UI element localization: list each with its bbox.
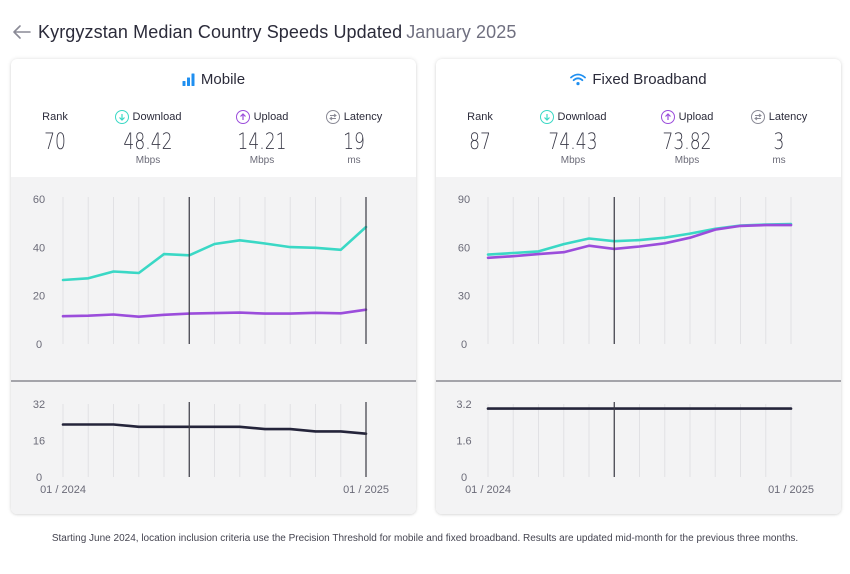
download-label: Download	[557, 111, 607, 123]
speed-y-tick-label: 90	[458, 194, 470, 206]
latency-arrows-icon	[325, 110, 340, 124]
speed-y-tick-label: 30	[458, 291, 470, 303]
mobile-card: Mobile Rank 70 Download 48.42 Mbps Uploa…	[11, 59, 416, 514]
latency-y-tick-label: 32	[33, 399, 45, 411]
latency-label: Latency	[768, 111, 808, 123]
fixed-rank: Rank 87	[458, 109, 502, 155]
rank-value: 87	[469, 130, 491, 155]
speed-y-tick-label: 40	[33, 242, 45, 254]
upload-series-line[interactable]	[61, 308, 368, 318]
arrow-up-circle-icon	[235, 110, 250, 124]
arrow-up-circle-icon	[660, 110, 675, 124]
download-value: 74.43	[548, 130, 598, 155]
fixed-card-title: Fixed Broadband	[436, 71, 841, 88]
latency-y-tick-label: 1.6	[456, 436, 471, 448]
rank-label: Rank	[467, 111, 493, 123]
upload-unit: Mbps	[674, 155, 700, 166]
latency-y-tick-label: 16	[33, 436, 45, 448]
download-value: 48.42	[123, 130, 173, 155]
fixed-download: Download 74.43 Mbps	[528, 109, 618, 166]
upload-label: Upload	[678, 111, 714, 123]
wifi-icon	[570, 73, 587, 86]
mobile-card-title-text: Mobile	[200, 71, 246, 88]
page-title: Kyrgyzstan Median Country Speeds Updated…	[38, 22, 516, 43]
upload-label: Upload	[253, 111, 289, 123]
upload-series-line[interactable]	[486, 223, 793, 260]
mobile-latency: Latency 19 ms	[315, 109, 393, 166]
arrow-left-icon	[13, 25, 31, 39]
x-tick-label: 01 / 2025	[768, 484, 814, 496]
fixed-upload: Upload 73.82 Mbps	[642, 109, 732, 166]
fixed-broadband-card: Fixed Broadband Rank 87 Download 74.43 M…	[436, 59, 841, 514]
latency-unit: ms	[772, 155, 786, 166]
mobile-download: Download 48.42 Mbps	[103, 109, 193, 166]
download-label: Download	[132, 111, 182, 123]
download-unit: Mbps	[135, 155, 161, 166]
fixed-chart-area: 0 30 60 90 0 1.6 3.2 01 / 2024 01 / 2025	[436, 177, 841, 514]
x-tick-label: 01 / 2025	[343, 484, 389, 496]
speed-y-tick-label: 60	[33, 194, 45, 206]
latency-y-tick-label: 0	[461, 472, 467, 484]
x-tick-label: 01 / 2024	[465, 484, 511, 496]
fixed-broadband-chart[interactable]: 0 30 60 90 0 1.6 3.2 01 / 2024 01 / 2025	[436, 177, 841, 514]
mobile-card-title: Mobile	[11, 71, 416, 88]
x-tick-label: 01 / 2024	[40, 484, 86, 496]
mobile-chart[interactable]: 0 20 40 60 0 16 32 01 / 2024 01 / 2025	[11, 177, 416, 514]
download-unit: Mbps	[560, 155, 586, 166]
mobile-chart-area: 0 20 40 60 0 16 32 01 / 2024 01 / 2025	[11, 177, 416, 514]
updated-date: January 2025	[406, 21, 517, 42]
mobile-rank: Rank 70	[33, 109, 77, 155]
page-header: Kyrgyzstan Median Country Speeds Updated…	[10, 18, 516, 46]
latency-label: Latency	[343, 111, 383, 123]
latency-y-tick-label: 0	[36, 472, 42, 484]
page-title-text: Kyrgyzstan Median Country Speeds Updated	[38, 21, 403, 42]
upload-unit: Mbps	[249, 155, 275, 166]
speed-y-tick-label: 60	[458, 242, 470, 254]
rank-label: Rank	[42, 111, 68, 123]
latency-y-tick-label: 3.2	[456, 399, 471, 411]
rank-value: 70	[44, 130, 66, 155]
latency-unit: ms	[347, 155, 361, 166]
fixed-card-title-text: Fixed Broadband	[592, 71, 707, 88]
arrow-down-circle-icon	[539, 110, 554, 124]
upload-value: 73.82	[662, 130, 712, 155]
speed-y-tick-label: 20	[33, 291, 45, 303]
mobile-upload: Upload 14.21 Mbps	[217, 109, 307, 166]
fixed-latency: Latency 3 ms	[740, 109, 818, 166]
back-button[interactable]	[10, 20, 34, 44]
footnote: Starting June 2024, location inclusion c…	[51, 533, 799, 544]
latency-series-line[interactable]	[61, 423, 368, 436]
latency-value: 19	[343, 130, 365, 155]
upload-value: 14.21	[237, 130, 287, 155]
latency-arrows-icon	[750, 110, 765, 124]
download-series-line[interactable]	[61, 225, 368, 282]
speed-y-tick-label: 0	[461, 339, 467, 351]
latency-value: 3	[773, 130, 785, 155]
speed-y-tick-label: 0	[36, 339, 42, 351]
signal-bars-icon	[182, 73, 195, 86]
arrow-down-circle-icon	[114, 110, 129, 124]
